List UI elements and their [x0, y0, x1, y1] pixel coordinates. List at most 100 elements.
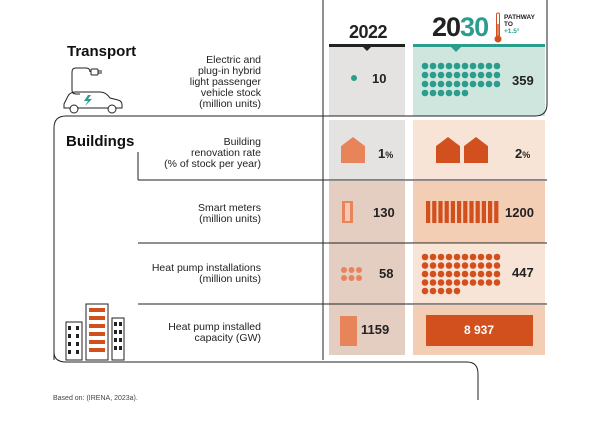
underline-2030 — [413, 44, 545, 47]
ev-2030-dot-13 — [445, 71, 453, 79]
underline-2022 — [329, 44, 405, 47]
capacity-2022-bar — [340, 316, 357, 346]
pointer-2022 — [363, 47, 371, 51]
ev-2030-dot-21 — [429, 80, 437, 88]
value-ev-2022: 10 — [372, 71, 387, 86]
label-smart-meters-text: Smart meters (million units) — [197, 202, 261, 225]
smart-2030-bar-4 — [450, 201, 455, 223]
ev-2030-dot-12 — [437, 71, 445, 79]
value-capacity-2030: 8 937 — [463, 323, 495, 337]
heatpump-2030-dot-2 — [437, 253, 445, 261]
smart-2030-bar-2 — [438, 201, 443, 223]
smart-2030-bar-9 — [481, 201, 486, 223]
heatpump-2030-dot-28 — [485, 270, 493, 278]
heatpump-2030-dot-39 — [493, 279, 501, 286]
heatpump-2030-dot-31 — [429, 279, 437, 286]
heatpump-2030-dot-27 — [477, 270, 485, 278]
capacity-2030-bar — [426, 315, 533, 346]
year-2022: 2022 — [349, 22, 388, 42]
heatpump-2030-dot-42 — [437, 287, 445, 295]
heatpump-2030-dot-7 — [477, 253, 485, 261]
heatpump-2030-dot-22 — [437, 270, 445, 278]
heatpump-2022-dot-3 — [341, 275, 347, 281]
heatpump-2030-dot-21 — [429, 270, 437, 278]
heatpump-2030-dot-4 — [453, 253, 461, 261]
heatpump-2030-dot-0 — [421, 253, 429, 261]
ev-2030-dot-31 — [429, 89, 437, 97]
heatpump-2030-dot-29 — [493, 270, 501, 278]
pathway-line3: +1.5° — [504, 28, 520, 35]
smart-2030-bar-5 — [457, 201, 462, 223]
ev-2030-dot-9 — [493, 62, 501, 70]
heatpump-2022-dot-1 — [348, 267, 355, 273]
ev-2030-dot-24 — [453, 80, 461, 88]
pathway-label: PATHWAY TO +1.5° — [504, 14, 535, 35]
heatpump-2030-dot-35 — [461, 279, 469, 286]
heatpump-2022-dot-4 — [348, 275, 355, 281]
heatpump-2030-dot-19 — [493, 262, 501, 269]
heatpump-2030-dot-26 — [469, 270, 477, 278]
heatpump-2030-dot-33 — [445, 279, 453, 286]
ev-2030-dot-18 — [485, 71, 493, 79]
ev-2030-dot-27 — [477, 80, 485, 88]
heatpump-2030-dot-40 — [421, 287, 429, 295]
ev-2030-dot-23 — [445, 80, 453, 88]
electric-car-icon — [63, 67, 123, 114]
heatpump-2030-dot-1 — [429, 253, 437, 261]
heatpump-2030-dot-44 — [453, 287, 461, 295]
heatpump-2030-dot-3 — [445, 253, 453, 261]
ev-2030-dot-25 — [461, 80, 469, 88]
label-renovation-text: Building renovation rate (% of stock per… — [164, 136, 261, 170]
ev-2030-dot-10 — [421, 71, 429, 79]
ev-2030-dot-2 — [437, 62, 445, 70]
label-ev-stock-text: Electric and plug-in hybrid light passen… — [189, 54, 261, 110]
heatpump-2022-dot-5 — [356, 275, 362, 281]
smart-2030-bar-3 — [444, 201, 449, 223]
ev-2030-dot-7 — [477, 62, 485, 70]
ev-2022-dot — [351, 75, 357, 81]
value-renovation-2030-unit: % — [522, 150, 531, 160]
label-heat-pump-capacity-text: Heat pump installed capacity (GW) — [168, 321, 261, 344]
heatpump-2030-dot-38 — [485, 279, 493, 286]
heatpump-2030-dot-13 — [445, 262, 453, 269]
label-smart-meters: Smart meters (million units) — [101, 203, 261, 225]
year-2030: 2030 — [432, 12, 489, 43]
heatpump-2030-dot-34 — [453, 279, 461, 286]
value-renovation-2022-unit: % — [385, 150, 394, 160]
heatpump-2030-dot-41 — [429, 287, 437, 295]
ev-2030-dot-11 — [429, 71, 437, 79]
ev-2030-dot-0 — [421, 62, 429, 70]
heatpump-2030-dot-36 — [469, 279, 477, 286]
smart-2030-bar-7 — [469, 201, 474, 223]
renovation-2030-house-1 — [436, 137, 460, 163]
heatpump-2030-dot-43 — [445, 287, 453, 295]
ev-2030-dot-19 — [493, 71, 501, 79]
heatpump-2030-dot-18 — [485, 262, 493, 269]
smart-2030-bar-8 — [475, 201, 480, 223]
ev-2030-dot-20 — [421, 80, 429, 88]
label-ev-stock: Electric and plug-in hybrid light passen… — [121, 55, 261, 110]
thermometer-icon — [494, 12, 502, 43]
ev-2030-dot-14 — [453, 71, 461, 79]
value-smart-2022: 130 — [373, 205, 395, 220]
value-heatpump-2030: 447 — [512, 265, 534, 280]
frame-bottom — [53, 351, 479, 400]
ev-2030-dot-6 — [469, 62, 477, 70]
ev-2030-dot-28 — [485, 80, 493, 88]
sector-buildings: Buildings — [66, 133, 135, 150]
pathway-line1: PATHWAY — [504, 14, 535, 21]
value-renovation-2022-num: 1 — [378, 146, 386, 161]
value-capacity-2022: 1159 — [361, 322, 390, 337]
renovation-2030-house-2 — [464, 137, 488, 163]
heatpump-2030-dot-11 — [429, 262, 437, 269]
smart-2030-bar-11 — [494, 201, 499, 223]
pointer-2030 — [451, 47, 461, 52]
ev-2030-dot-32 — [437, 89, 445, 97]
ev-2030-dot-1 — [429, 62, 437, 70]
heatpump-2030-dot-20 — [421, 270, 429, 278]
heatpump-2030-dot-14 — [453, 262, 461, 269]
heatpump-2030-dot-15 — [461, 262, 469, 269]
heatpump-2030-dot-23 — [445, 270, 453, 278]
bg-2022-transport — [329, 44, 405, 116]
